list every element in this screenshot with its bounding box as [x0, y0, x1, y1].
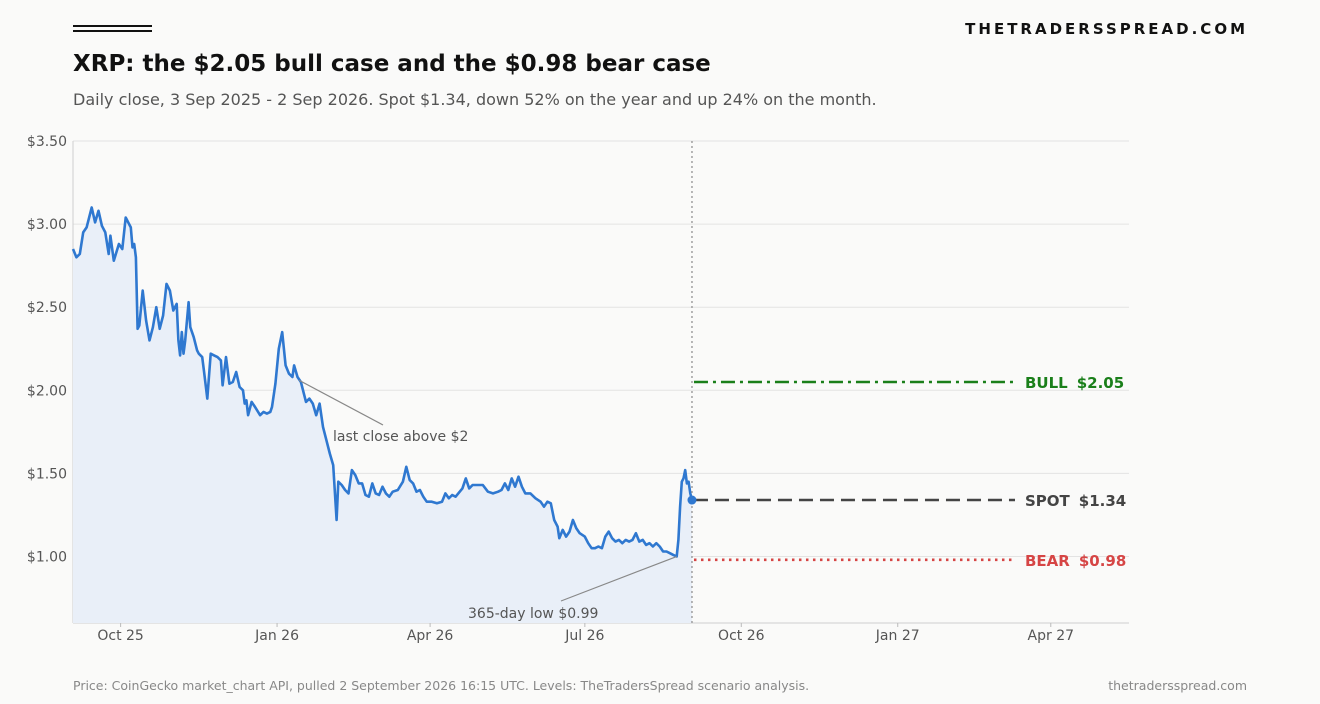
site-footer: thetradersspread.com [1108, 678, 1247, 693]
y-tick-label: $2.50 [27, 300, 67, 316]
bull-level-name: BULL [1025, 374, 1068, 392]
spot-level-value: $1.34 [1079, 492, 1126, 510]
x-tick-label: Apr 27 [1028, 628, 1074, 644]
annotation-365-day-low: 365-day low $0.99 [468, 606, 598, 622]
bear-level-name: BEAR [1025, 552, 1070, 570]
spot-level-name: SPOT [1025, 492, 1071, 510]
bull-level-label: BULL $2.05 [1025, 374, 1124, 392]
x-tick-label: Oct 26 [718, 628, 765, 644]
bull-level-value: $2.05 [1077, 374, 1124, 392]
y-tick-label: $3.50 [27, 134, 67, 150]
spot-marker [687, 495, 697, 505]
y-tick-label: $2.00 [27, 383, 67, 399]
chart-subtitle: Daily close, 3 Sep 2025 - 2 Sep 2026. Sp… [73, 90, 877, 109]
source-note: Price: CoinGecko market_chart API, pulle… [73, 678, 810, 693]
price-area-fill [73, 207, 692, 623]
annotation-leader [560, 555, 677, 602]
annotation-last-above-2: last close above $2 [333, 429, 468, 445]
price-line [71, 206, 694, 558]
y-tick-label: $1.00 [27, 550, 67, 566]
brand-name: THETRADERSSPREAD.COM [965, 20, 1248, 38]
bear-level-label: BEAR $0.98 [1025, 552, 1126, 570]
bear-level-value: $0.98 [1079, 552, 1126, 570]
spot-level-label: SPOT $1.34 [1025, 492, 1126, 510]
y-tick-label: $3.00 [27, 217, 67, 233]
x-tick-label: Jan 26 [254, 628, 299, 644]
x-tick-label: Jan 27 [875, 628, 920, 644]
y-tick-label: $1.50 [27, 466, 67, 482]
x-tick-label: Jul 26 [564, 628, 604, 644]
x-tick-label: Oct 25 [97, 628, 143, 644]
title-rule [73, 25, 152, 35]
chart-title: XRP: the $2.05 bull case and the $0.98 b… [73, 51, 711, 77]
x-tick-label: Apr 26 [407, 628, 454, 644]
annotation-leader [298, 379, 384, 426]
